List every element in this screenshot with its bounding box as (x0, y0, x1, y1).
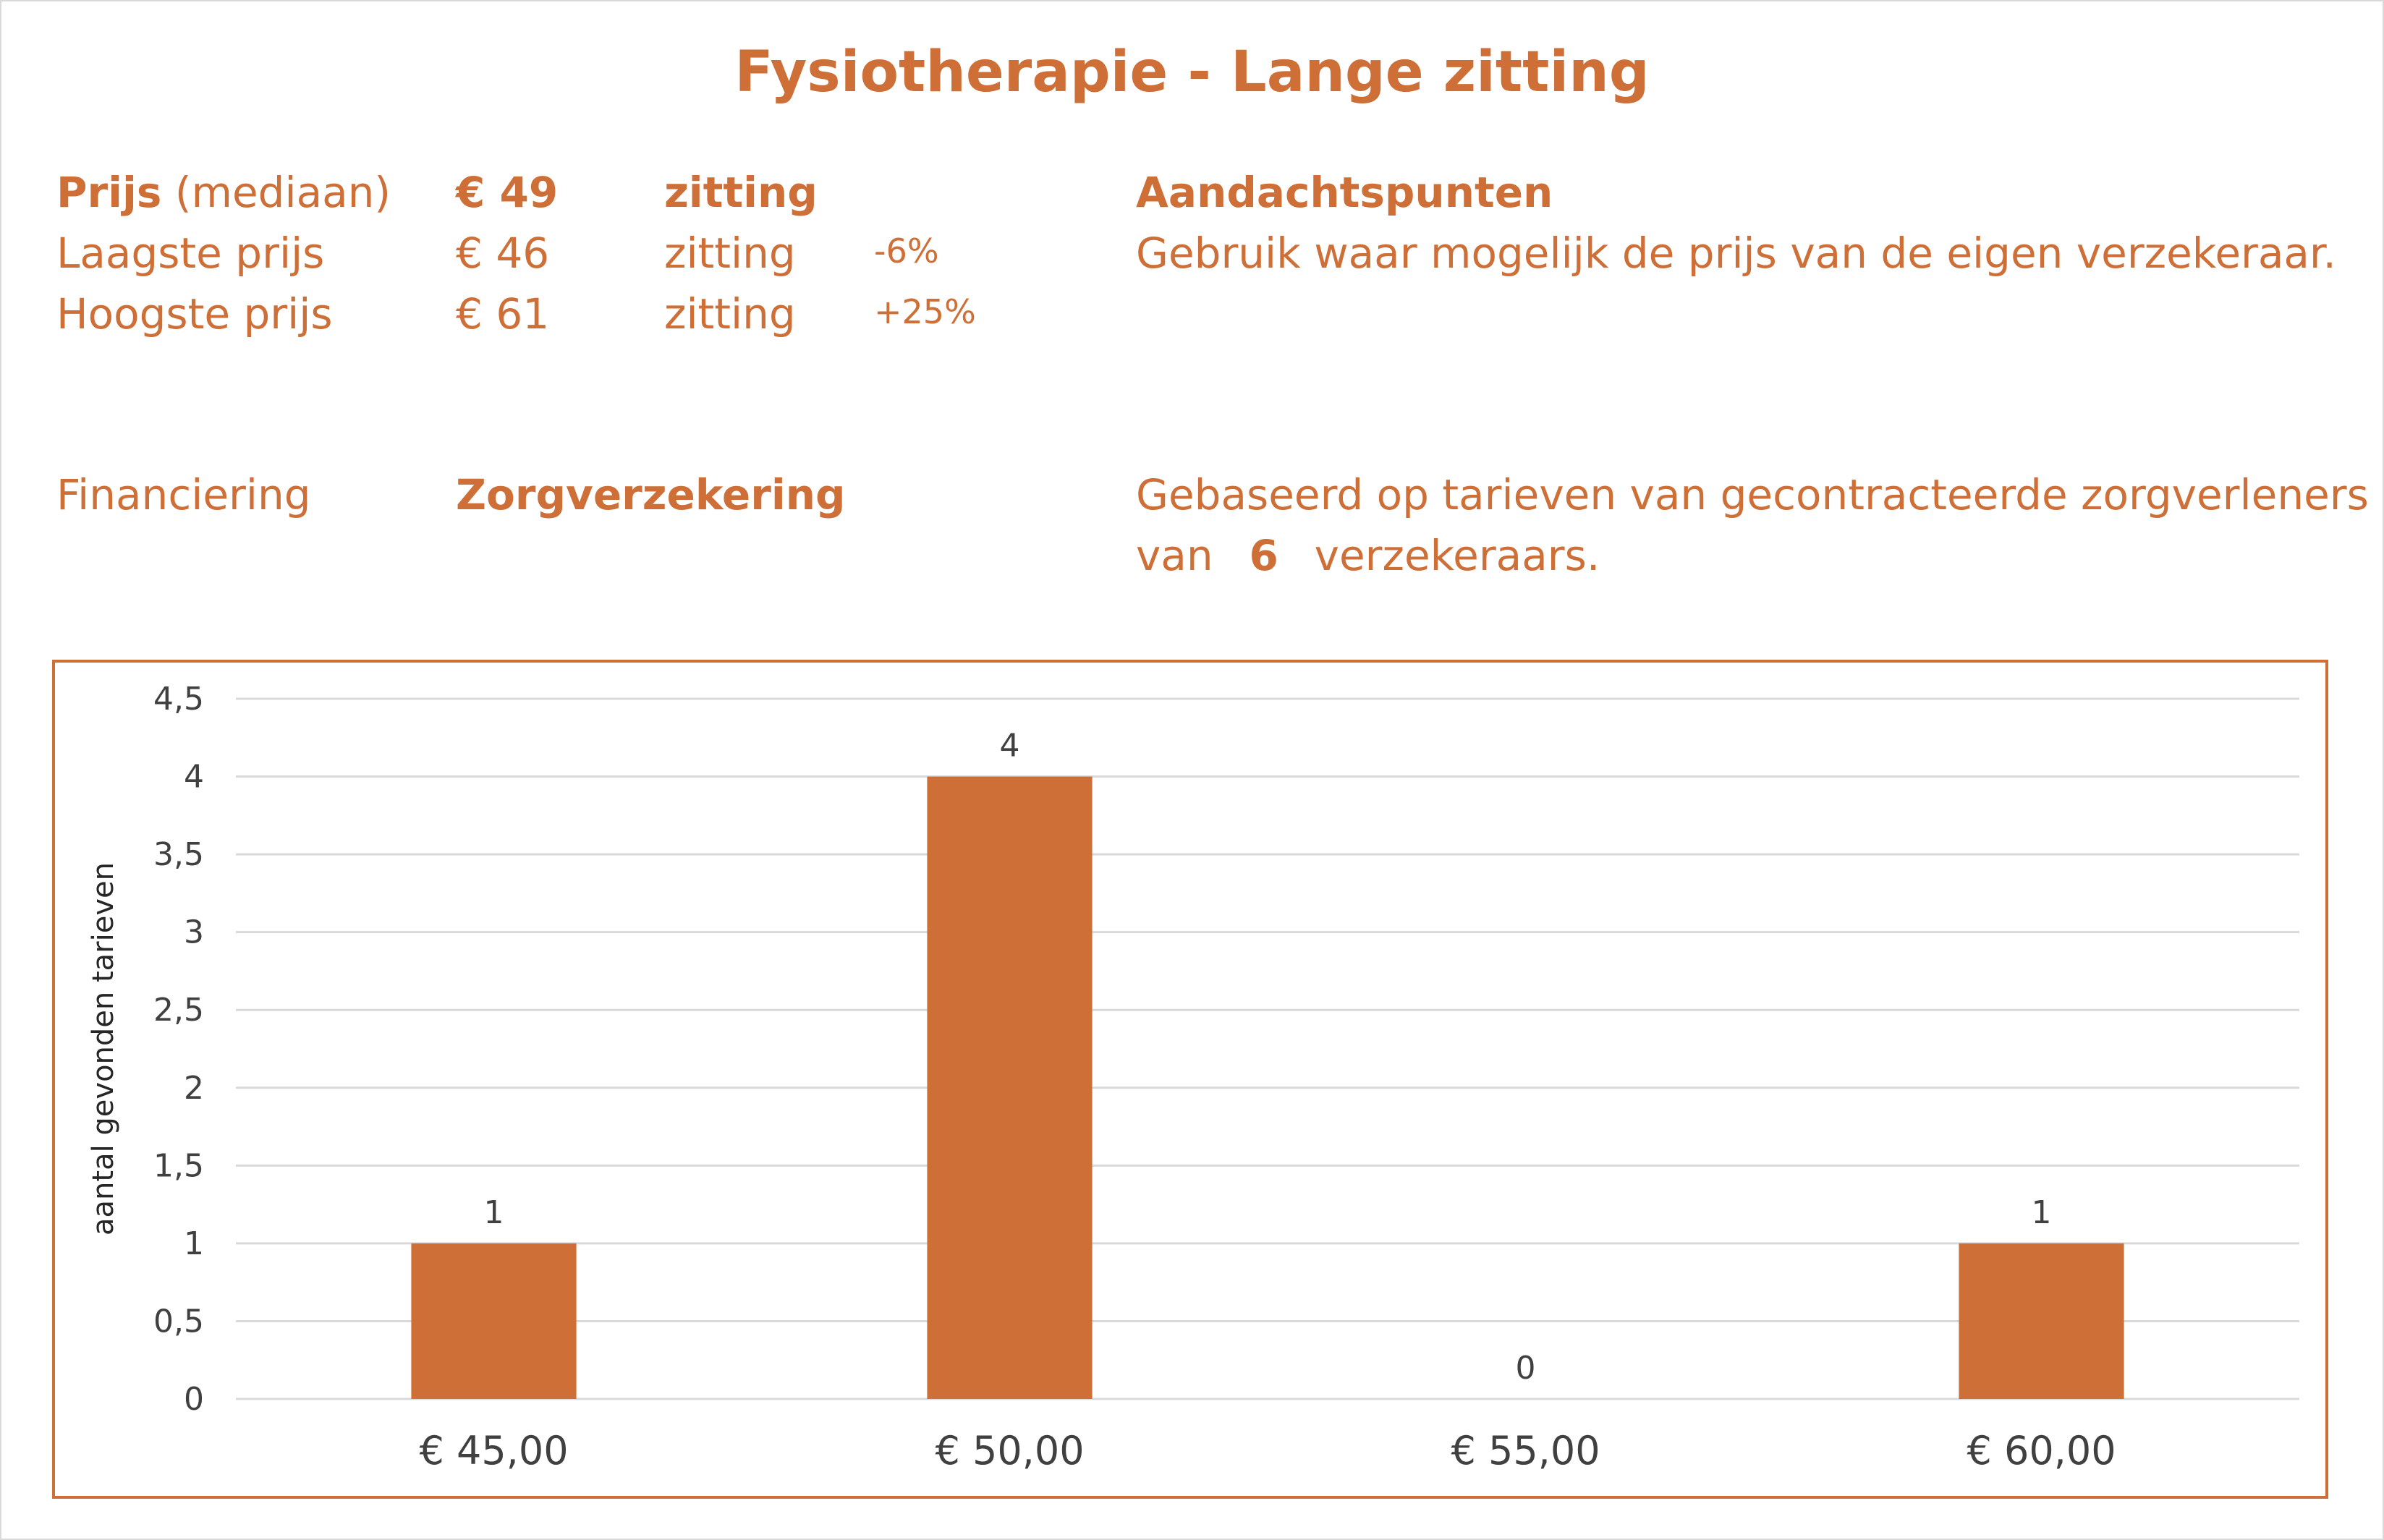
basis-line2: van 6 verzekeraars. (1136, 531, 1600, 580)
y-tick-label: 3,5 (153, 836, 204, 873)
x-category-label: € 50,00 (935, 1428, 1084, 1473)
x-category-label: € 55,00 (1451, 1428, 1600, 1473)
median-value: € 49 (456, 168, 559, 217)
highest-pct: +25% (874, 292, 976, 331)
data-label: 0 (1516, 1350, 1536, 1387)
lowest-label: Laagste prijs (56, 229, 325, 278)
highest-value: € 61 (456, 289, 550, 339)
bar-chart: 0 0,5 1 1,5 2 2,5 3 3,5 4 4,5 aantal gevonden tari… (87, 681, 2299, 1473)
bar (1959, 1243, 2124, 1399)
highest-label: Hoogste prijs (56, 289, 333, 339)
bar (927, 776, 1093, 1399)
financing-label: Financiering (56, 470, 311, 519)
y-tick-label: 3 (184, 914, 204, 951)
y-tick-label: 4 (184, 759, 204, 796)
median-label: Prijs (mediaan) (56, 168, 391, 217)
median-unit: zitting (664, 168, 818, 217)
basis-line2-pre: van (1136, 531, 1213, 580)
median-label-rest: (mediaan) (174, 168, 391, 217)
x-category-label: € 60,00 (1967, 1428, 2116, 1473)
y-tick-label: 0 (184, 1381, 204, 1418)
median-label-bold: Prijs (56, 168, 162, 217)
y-tick-label: 0,5 (153, 1303, 204, 1340)
y-tick-label: 4,5 (153, 681, 204, 718)
page-title: Fysiotherapie - Lange zitting (734, 40, 1650, 105)
bar (411, 1243, 577, 1399)
attention-heading: Aandachtspunten (1136, 168, 1553, 217)
lowest-pct: -6% (874, 231, 939, 271)
y-tick-label: 2 (184, 1070, 204, 1107)
y-tick-label: 2,5 (153, 992, 204, 1029)
x-category-label: € 45,00 (419, 1428, 568, 1473)
data-label: 4 (1000, 728, 1020, 765)
y-axis-label: aantal gevonden tarieven (87, 862, 120, 1235)
lowest-value: € 46 (456, 229, 550, 278)
chart-container: 0 0,5 1 1,5 2 2,5 3 3,5 4 4,5 aantal gevonden tari… (52, 660, 2328, 1499)
data-label: 1 (484, 1194, 504, 1231)
basis-line1: Gebaseerd op tarieven van gecontracteerd… (1136, 470, 2369, 519)
data-label: 1 (2032, 1194, 2052, 1231)
attention-text: Gebruik waar mogelijk de prijs van de ei… (1136, 229, 2336, 278)
y-tick-label: 1,5 (153, 1147, 204, 1184)
financing-value: Zorgverzekering (456, 470, 846, 519)
y-tick-label: 1 (184, 1225, 204, 1262)
highest-unit: zitting (664, 289, 796, 339)
insurer-count: 6 (1249, 531, 1278, 580)
lowest-unit: zitting (664, 229, 796, 278)
basis-line2-post: verzekeraars. (1314, 531, 1600, 580)
